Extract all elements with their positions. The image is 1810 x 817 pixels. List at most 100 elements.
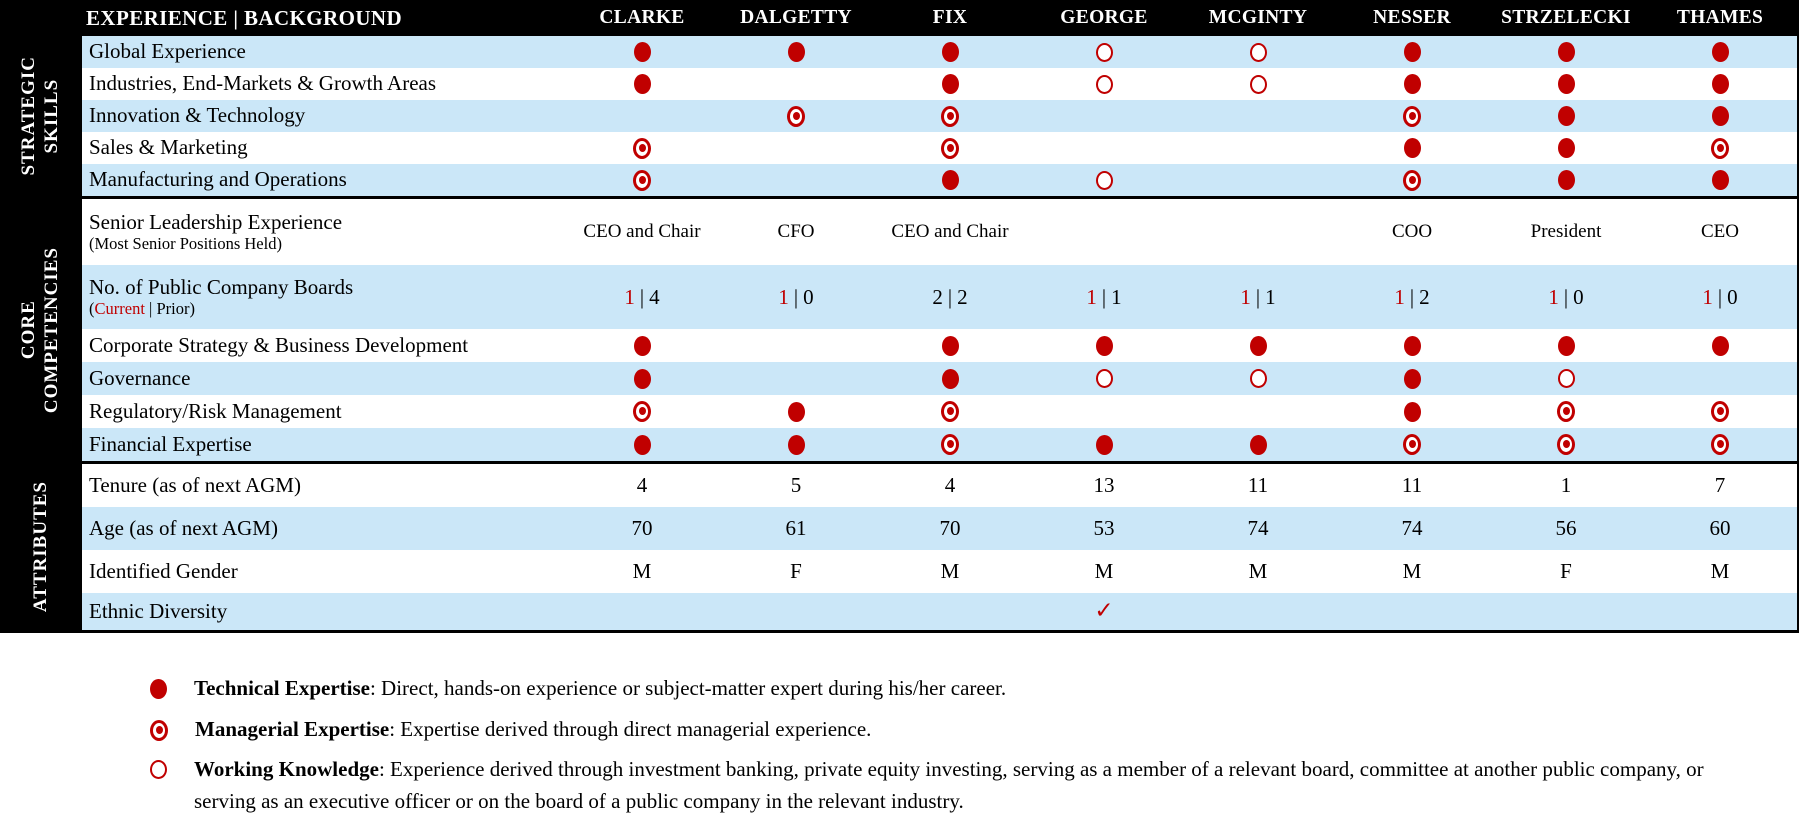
matrix-cell	[1643, 362, 1797, 395]
technical-expertise-marker	[941, 74, 959, 94]
boards-divider: |	[1255, 284, 1261, 309]
matrix-cell	[873, 132, 1027, 164]
managerial-expertise-marker	[1711, 434, 1729, 455]
row-label-cell: Governance	[82, 362, 565, 395]
matrix-cell	[565, 36, 719, 68]
managerial-expertise-marker	[941, 137, 959, 159]
value-cell: CEO and Chair	[873, 199, 1027, 265]
matrix-cell	[1335, 395, 1489, 428]
matrix-cell	[1027, 68, 1181, 100]
matrix-cell	[565, 132, 719, 164]
technical-expertise-marker	[941, 368, 959, 389]
section-label-text: STRATEGIC SKILLS	[18, 56, 62, 176]
working-knowledge-marker	[1249, 369, 1267, 388]
prior-boards-count: 1	[1265, 284, 1276, 309]
managerial-expertise-icon	[150, 719, 168, 741]
matrix-cell	[1027, 100, 1181, 132]
value-cell: 70	[565, 507, 719, 550]
current-boards-count: 1	[1240, 284, 1251, 309]
technical-expertise-marker	[1403, 335, 1421, 356]
matrix-cell: ✓	[1027, 593, 1181, 630]
working-knowledge-icon	[150, 760, 167, 779]
matrix-cell	[1489, 100, 1643, 132]
managerial-expertise-marker	[1403, 105, 1421, 127]
technical-expertise-marker	[633, 74, 651, 94]
row-label-cell: Financial Expertise	[82, 428, 565, 461]
boards-count-cell: 2 | 2	[873, 265, 1027, 329]
value-cell: F	[719, 550, 873, 593]
technical-expertise-marker	[1557, 335, 1575, 356]
section-label-text: CORE COMPETENCIES	[18, 246, 62, 414]
matrix-cell	[1181, 593, 1335, 630]
matrix-cell	[1335, 362, 1489, 395]
value-cell: 7	[1643, 464, 1797, 507]
current-boards-count: 1	[1702, 284, 1713, 309]
matrix-cell	[565, 68, 719, 100]
matrix-cell	[873, 68, 1027, 100]
managerial-expertise-marker	[1557, 434, 1575, 455]
value-cell: M	[1643, 550, 1797, 593]
working-knowledge-marker	[1557, 369, 1575, 388]
technical-expertise-marker	[787, 434, 805, 455]
matrix-cell	[1181, 68, 1335, 100]
working-knowledge-marker	[1095, 170, 1113, 190]
section-core-competencies: CORE COMPETENCIES Senior Leadership Exper…	[0, 196, 1797, 461]
matrix-cell	[1643, 132, 1797, 164]
legend: Technical Expertise: Direct, hands-on ex…	[150, 673, 1740, 817]
managerial-expertise-marker	[633, 169, 651, 191]
value-cell: 4	[565, 464, 719, 507]
matrix-cell	[1489, 68, 1643, 100]
matrix-cell	[1027, 132, 1181, 164]
value-cell: President	[1489, 199, 1643, 265]
legend-desc: : Expertise derived through direct manag…	[389, 716, 872, 741]
matrix-cell	[1181, 395, 1335, 428]
row-label: No. of Public Company Boards	[89, 275, 354, 300]
matrix-cell	[565, 593, 719, 630]
technical-expertise-marker	[1711, 170, 1729, 190]
working-knowledge-marker	[1249, 42, 1267, 62]
prior-boards-count: 2	[1419, 284, 1430, 309]
prior-boards-count: 4	[649, 284, 660, 309]
current-boards-count: 1	[1548, 284, 1559, 309]
matrix-cell	[719, 362, 873, 395]
value-cell	[1027, 199, 1181, 265]
technical-expertise-marker	[1711, 42, 1729, 62]
matrix-cell	[565, 362, 719, 395]
value-cell: CFO	[719, 199, 873, 265]
matrix-cell	[1027, 329, 1181, 362]
matrix-cell	[1489, 329, 1643, 362]
boards-count-cell: 1 | 4	[565, 265, 719, 329]
value-cell: 61	[719, 507, 873, 550]
technical-expertise-marker	[1403, 138, 1421, 158]
value-cell: 53	[1027, 507, 1181, 550]
ethnic-diversity-check-icon: ✓	[1094, 598, 1114, 624]
current-boards-count: 2	[932, 284, 943, 309]
column-header-thames: THAMES	[1676, 7, 1764, 28]
matrix-cell	[1027, 428, 1181, 461]
row-label: Tenure (as of next AGM)	[89, 472, 301, 497]
matrix-cell	[1489, 132, 1643, 164]
current-boards-count: 1	[1086, 284, 1097, 309]
legend-term: Working Knowledge	[194, 757, 379, 781]
section-label-text: ATTRIBUTES	[29, 481, 51, 613]
managerial-expertise-marker	[941, 401, 959, 422]
technical-expertise-marker	[633, 335, 651, 356]
row-label-cell: Industries, End-Markets & Growth Areas	[82, 68, 565, 100]
boards-count-cell: 1 | 1	[1181, 265, 1335, 329]
working-knowledge-marker	[1095, 42, 1113, 62]
matrix-cell	[719, 100, 873, 132]
matrix-cell	[719, 68, 873, 100]
matrix-cell	[1643, 395, 1797, 428]
matrix-cell	[873, 395, 1027, 428]
matrix-cell	[873, 164, 1027, 196]
value-cell: COO	[1335, 199, 1489, 265]
technical-expertise-marker	[787, 42, 805, 62]
technical-expertise-marker	[633, 42, 651, 62]
matrix-cell	[719, 132, 873, 164]
value-cell: 11	[1335, 464, 1489, 507]
section-label-attributes: ATTRIBUTES	[0, 464, 82, 630]
technical-expertise-marker	[1249, 434, 1267, 455]
value-cell: 74	[1335, 507, 1489, 550]
matrix-cell	[1335, 593, 1489, 630]
working-knowledge-marker	[1249, 74, 1267, 94]
